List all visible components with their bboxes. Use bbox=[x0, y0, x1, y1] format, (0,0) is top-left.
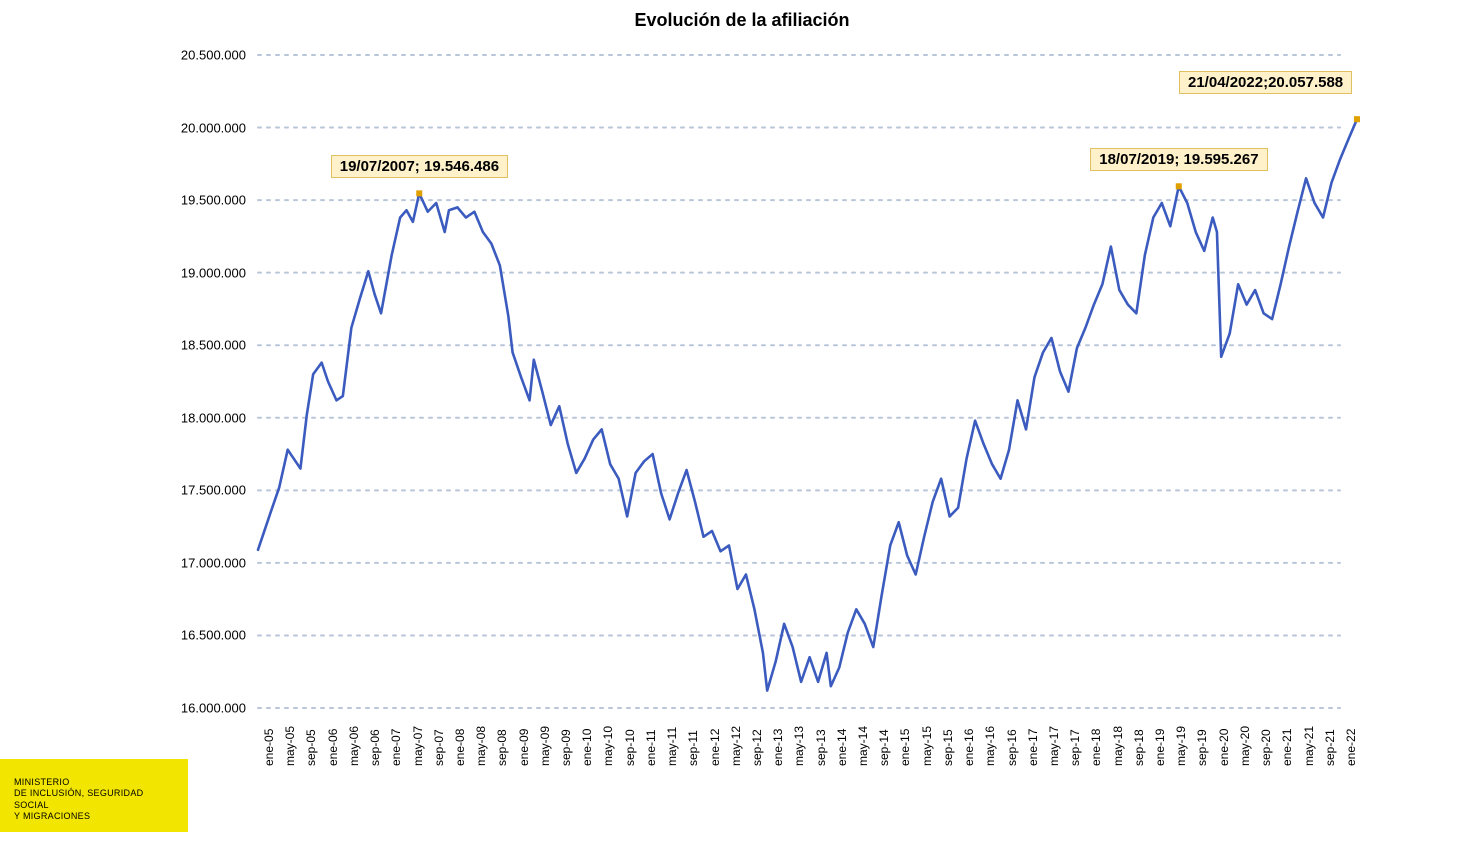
x-tick-label: may-18 bbox=[1111, 726, 1125, 766]
y-tick-label: 16.500.000 bbox=[166, 628, 246, 643]
y-tick-label: 16.000.000 bbox=[166, 701, 246, 716]
x-tick-label: ene-07 bbox=[389, 729, 403, 766]
x-tick-label: sep-10 bbox=[623, 729, 637, 766]
x-tick-label: sep-14 bbox=[877, 729, 891, 766]
x-tick-label: may-21 bbox=[1302, 726, 1316, 766]
x-tick-label: may-07 bbox=[411, 726, 425, 766]
x-tick-label: ene-17 bbox=[1026, 729, 1040, 766]
ministry-line1: MINISTERIO bbox=[14, 777, 174, 788]
x-tick-label: may-15 bbox=[920, 726, 934, 766]
annotation-a2: 18/07/2019; 19.595.267 bbox=[1090, 148, 1267, 171]
y-tick-label: 18.500.000 bbox=[166, 338, 246, 353]
x-tick-label: ene-21 bbox=[1280, 729, 1294, 766]
x-tick-label: sep-07 bbox=[432, 729, 446, 766]
y-tick-label: 17.500.000 bbox=[166, 483, 246, 498]
x-tick-label: ene-05 bbox=[262, 729, 276, 766]
x-tick-label: sep-20 bbox=[1259, 729, 1273, 766]
y-tick-label: 18.000.000 bbox=[166, 410, 246, 425]
x-tick-label: sep-06 bbox=[368, 729, 382, 766]
x-tick-label: ene-08 bbox=[453, 729, 467, 766]
x-tick-label: sep-21 bbox=[1323, 729, 1337, 766]
y-tick-label: 19.000.000 bbox=[166, 265, 246, 280]
x-tick-label: ene-15 bbox=[898, 729, 912, 766]
annotation-a3: 21/04/2022;20.057.588 bbox=[1179, 71, 1352, 94]
x-tick-label: sep-15 bbox=[941, 729, 955, 766]
x-tick-label: sep-19 bbox=[1195, 729, 1209, 766]
x-tick-label: ene-13 bbox=[771, 729, 785, 766]
x-tick-label: sep-18 bbox=[1132, 729, 1146, 766]
x-tick-label: ene-14 bbox=[835, 729, 849, 766]
x-tick-label: ene-19 bbox=[1153, 729, 1167, 766]
x-tick-label: may-10 bbox=[601, 726, 615, 766]
y-tick-label: 20.500.000 bbox=[166, 48, 246, 63]
x-tick-label: ene-06 bbox=[326, 729, 340, 766]
x-tick-label: sep-08 bbox=[495, 729, 509, 766]
x-tick-label: sep-17 bbox=[1068, 729, 1082, 766]
y-tick-label: 17.000.000 bbox=[166, 555, 246, 570]
annotation-marker bbox=[416, 190, 422, 196]
x-tick-label: may-08 bbox=[474, 726, 488, 766]
x-tick-label: sep-13 bbox=[814, 729, 828, 766]
x-tick-label: may-06 bbox=[347, 726, 361, 766]
chart-area: 16.000.000 16.500.000 17.000.000 17.500.000… bbox=[0, 0, 1484, 850]
affiliation-line bbox=[258, 119, 1357, 690]
x-tick-label: ene-18 bbox=[1089, 729, 1103, 766]
x-tick-label: may-12 bbox=[729, 726, 743, 766]
x-tick-label: ene-11 bbox=[644, 730, 658, 766]
x-tick-label: ene-22 bbox=[1344, 729, 1358, 766]
annotation-marker bbox=[1176, 183, 1182, 189]
x-tick-label: sep-05 bbox=[304, 729, 318, 766]
y-tick-label: 20.000.000 bbox=[166, 120, 246, 135]
x-tick-label: may-17 bbox=[1047, 726, 1061, 766]
ministry-badge: MINISTERIO DE INCLUSIÓN, SEGURIDAD SOCIA… bbox=[0, 759, 188, 832]
x-tick-label: may-13 bbox=[792, 726, 806, 766]
x-tick-label: may-11 bbox=[665, 727, 679, 766]
ministry-line2: DE INCLUSIÓN, SEGURIDAD SOCIAL bbox=[14, 788, 174, 811]
x-tick-label: ene-09 bbox=[517, 729, 531, 766]
x-tick-label: ene-20 bbox=[1217, 729, 1231, 766]
x-tick-label: ene-12 bbox=[708, 729, 722, 766]
x-tick-label: may-09 bbox=[538, 726, 552, 766]
y-tick-label: 19.500.000 bbox=[166, 193, 246, 208]
x-tick-label: sep-11 bbox=[686, 730, 700, 766]
x-tick-label: sep-09 bbox=[559, 729, 573, 766]
x-tick-label: may-05 bbox=[283, 726, 297, 766]
annotation-a1: 19/07/2007; 19.546.486 bbox=[331, 155, 508, 178]
x-tick-label: may-16 bbox=[983, 726, 997, 766]
x-tick-label: may-19 bbox=[1174, 726, 1188, 766]
x-tick-label: ene-10 bbox=[580, 729, 594, 766]
ministry-line3: Y MIGRACIONES bbox=[14, 811, 174, 822]
x-tick-label: may-20 bbox=[1238, 726, 1252, 766]
x-tick-label: may-14 bbox=[856, 726, 870, 766]
x-tick-label: sep-12 bbox=[750, 729, 764, 766]
x-tick-label: sep-16 bbox=[1005, 729, 1019, 766]
x-tick-label: ene-16 bbox=[962, 729, 976, 766]
annotation-marker bbox=[1354, 116, 1360, 122]
